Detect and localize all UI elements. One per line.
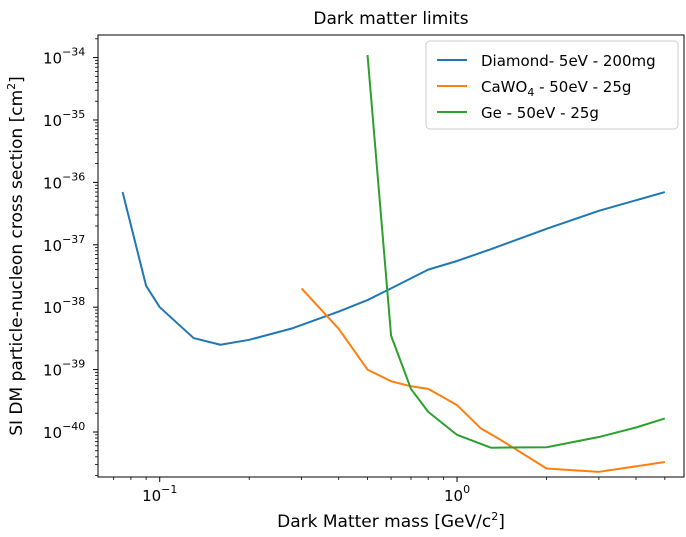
y-tick-label: 10−35 <box>43 108 85 130</box>
legend-label-diamond: Diamond- 5eV - 200mg <box>481 52 656 70</box>
chart-title: Dark matter limits <box>313 9 468 29</box>
axis-ticks: 10−1 100 10−40 10−39 10−38 10−37 10−36 10−35 10−… <box>43 38 666 505</box>
x-tick-label: 100 <box>444 483 470 505</box>
y-tick-label: 10−34 <box>43 46 85 68</box>
plot-area <box>121 54 666 473</box>
series-line-1 <box>300 287 665 473</box>
y-tick-label: 10−36 <box>43 170 85 192</box>
x-axis-title: Dark Matter mass [GeV/c2] <box>277 510 505 532</box>
series-line-0 <box>121 191 666 346</box>
x-tick-label: 10−1 <box>142 483 177 505</box>
y-tick-label: 10−37 <box>43 233 85 255</box>
y-tick-label: 10−38 <box>43 295 85 317</box>
y-axis-title: SI DM particle-nucleon cross section [cm… <box>5 76 27 436</box>
series-line-2 <box>366 54 666 449</box>
legend-label-ge: Ge - 50eV - 25g <box>481 104 599 122</box>
legend-box <box>425 40 679 130</box>
y-tick-label: 10−39 <box>43 358 85 380</box>
y-tick-label: 10−40 <box>43 420 85 442</box>
legend: Diamond- 5eV - 200mg CaWO4 - 50eV - 25g … <box>425 40 679 130</box>
legend-label-cawo4: CaWO4 - 50eV - 25g <box>481 78 631 99</box>
